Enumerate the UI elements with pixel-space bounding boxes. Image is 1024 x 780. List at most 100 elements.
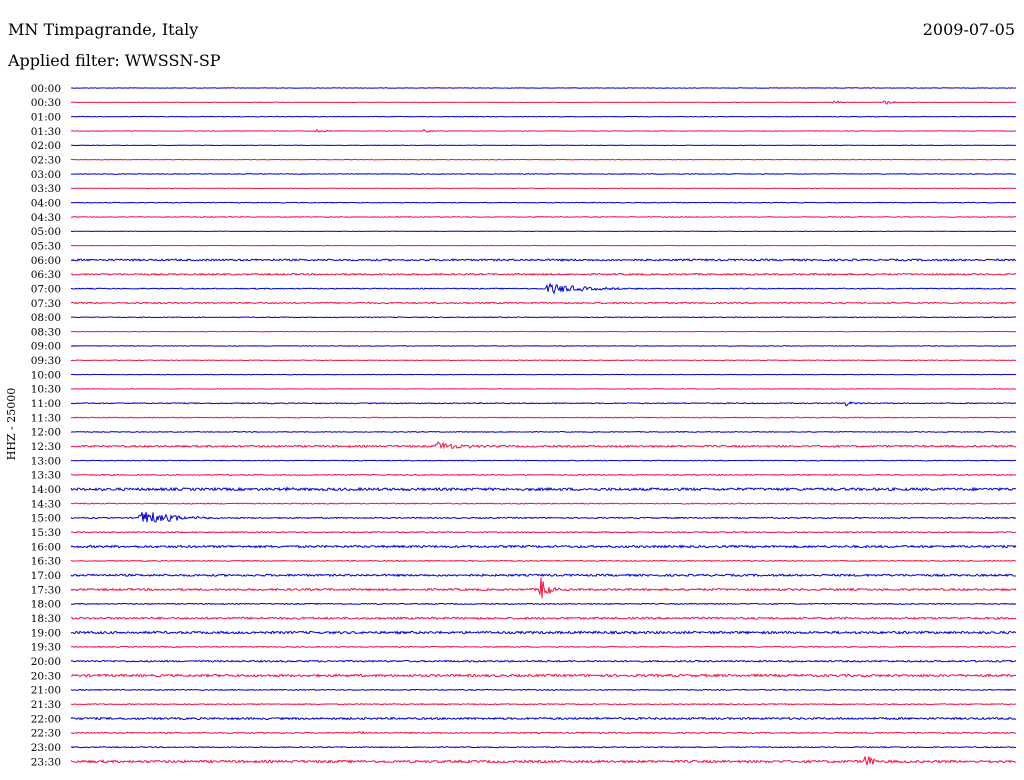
trace-row — [70, 144, 1017, 147]
trace-row — [70, 201, 1017, 204]
trace-row — [70, 756, 1017, 766]
time-tick-label: 16:00 — [31, 541, 61, 553]
time-tick-label: 10:30 — [31, 384, 61, 396]
trace-row — [70, 345, 1017, 347]
time-tick-label: 13:30 — [31, 470, 61, 482]
time-tick-label: 01:30 — [31, 126, 61, 138]
time-tick-label: 07:30 — [31, 298, 61, 310]
trace-row — [70, 187, 1017, 190]
time-tick-label: 12:00 — [31, 427, 61, 439]
trace-row — [70, 602, 1017, 606]
trace-row — [70, 544, 1017, 549]
trace-row — [70, 645, 1017, 649]
time-tick-label: 21:30 — [31, 699, 61, 711]
time-tick-label: 21:00 — [31, 685, 61, 697]
trace-row — [70, 486, 1017, 492]
time-tick-label: 22:30 — [31, 728, 61, 740]
trace-row — [70, 388, 1017, 390]
trace-row — [70, 659, 1017, 663]
time-tick-label: 09:00 — [31, 341, 61, 353]
time-tick-label: 23:30 — [31, 756, 61, 768]
time-tick-label: 10:00 — [31, 369, 61, 381]
trace-row — [70, 258, 1017, 262]
trace-row — [70, 703, 1017, 706]
time-tick-label: 07:00 — [31, 283, 61, 295]
trace-row — [70, 272, 1017, 276]
time-tick-label: 08:00 — [31, 312, 61, 324]
trace-row — [70, 502, 1017, 505]
trace-row — [70, 128, 1017, 133]
seismic-traces — [70, 87, 1017, 766]
time-tick-label: 11:30 — [31, 412, 61, 424]
trace-row — [70, 688, 1017, 691]
time-tick-label: 15:30 — [31, 527, 61, 539]
time-tick-label: 03:00 — [31, 169, 61, 181]
trace-row — [70, 441, 1017, 450]
time-tick-label: 19:00 — [31, 627, 61, 639]
time-tick-label: 19:30 — [31, 642, 61, 654]
trace-row — [70, 573, 1017, 578]
time-tick-label: 20:30 — [31, 670, 61, 682]
time-tick-label: 05:00 — [31, 226, 61, 238]
time-tick-label: 06:00 — [31, 255, 61, 267]
time-tick-label: 22:00 — [31, 713, 61, 725]
trace-row — [70, 158, 1017, 161]
time-tick-label: 03:30 — [31, 183, 61, 195]
trace-row — [70, 577, 1017, 599]
time-tick-label: 09:30 — [31, 355, 61, 367]
trace-row — [70, 746, 1017, 749]
trace-row — [70, 459, 1017, 462]
time-tick-label: 06:30 — [31, 269, 61, 281]
trace-row — [70, 401, 1017, 407]
trace-row — [70, 630, 1017, 635]
trace-row — [70, 530, 1017, 534]
time-tick-label: 18:00 — [31, 599, 61, 611]
filter-label: Applied filter: WWSSN-SP — [7, 51, 221, 70]
trace-row — [70, 215, 1017, 218]
trace-row — [70, 673, 1017, 678]
time-tick-label: 11:00 — [31, 398, 61, 410]
date-label: 2009-07-05 — [923, 20, 1015, 39]
trace-row — [70, 115, 1017, 118]
time-tick-label: 17:30 — [31, 584, 61, 596]
trace-row — [70, 416, 1017, 419]
trace-row — [70, 373, 1017, 376]
trace-row — [70, 730, 1017, 735]
trace-row — [70, 430, 1017, 433]
trace-row — [70, 282, 1017, 295]
time-tick-label: 05:30 — [31, 240, 61, 252]
time-tick-label: 00:30 — [31, 97, 61, 109]
time-tick-label: 17:00 — [31, 570, 61, 582]
trace-row — [70, 716, 1017, 721]
trace-row — [70, 100, 1017, 105]
station-title: MN Timpagrande, Italy — [8, 20, 198, 39]
time-tick-label: 12:30 — [31, 441, 61, 453]
trace-row — [70, 301, 1017, 305]
time-tick-labels: 00:00 00:30 01:00 01:30 02:00 02:30 03:00 03:30… — [31, 83, 61, 769]
time-tick-label: 02:30 — [31, 154, 61, 166]
trace-row — [70, 316, 1017, 319]
time-tick-label: 08:30 — [31, 326, 61, 338]
time-tick-label: 02:00 — [31, 140, 61, 152]
time-tick-label: 18:30 — [31, 613, 61, 625]
trace-row — [70, 616, 1017, 621]
trace-row — [70, 473, 1017, 477]
trace-row — [70, 559, 1017, 563]
time-tick-label: 15:00 — [31, 513, 61, 525]
time-tick-label: 16:30 — [31, 556, 61, 568]
time-tick-label: 04:00 — [31, 197, 61, 209]
time-tick-label: 13:00 — [31, 455, 61, 467]
trace-row — [70, 330, 1017, 333]
trace-row — [70, 359, 1017, 362]
time-tick-label: 23:00 — [31, 742, 61, 754]
time-tick-label: 20:00 — [31, 656, 61, 668]
time-tick-label: 01:00 — [31, 111, 61, 123]
trace-row — [70, 87, 1017, 89]
time-tick-label: 14:30 — [31, 498, 61, 510]
trace-row — [70, 173, 1017, 175]
trace-row — [70, 511, 1017, 523]
time-tick-label: 00:00 — [31, 83, 61, 95]
time-tick-label: 04:30 — [31, 212, 61, 224]
y-axis-label: HHZ - 25000 — [5, 388, 18, 461]
